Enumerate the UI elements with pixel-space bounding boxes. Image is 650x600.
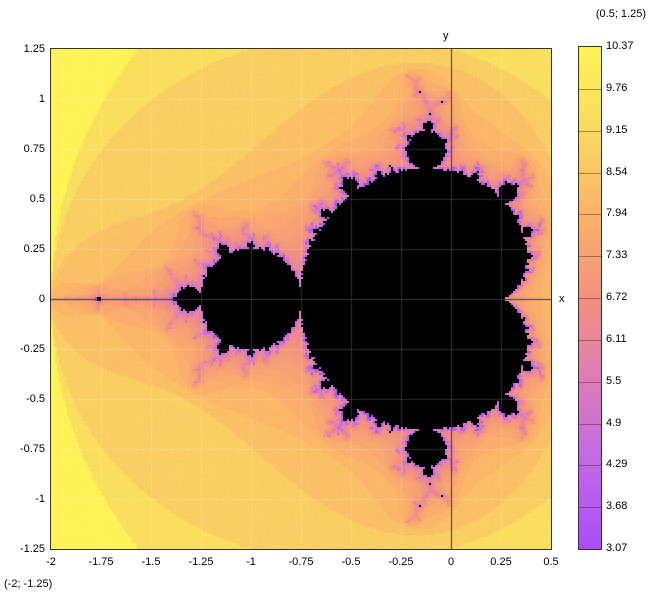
grid-and-axes-overlay bbox=[51, 49, 551, 549]
y-tick-label: 0 bbox=[0, 293, 45, 305]
y-tick-label: 1 bbox=[0, 93, 45, 105]
colorbar-segment-divider bbox=[579, 131, 601, 132]
y-tick-label: -1.25 bbox=[0, 543, 45, 555]
colorbar-segment-divider bbox=[579, 465, 601, 466]
colorbar-tick-label: 5.5 bbox=[606, 375, 621, 387]
y-tick-label: 0.25 bbox=[0, 243, 45, 255]
y-axis-label: y bbox=[443, 30, 449, 42]
colorbar-tick-label: 3.07 bbox=[606, 542, 627, 554]
x-tick-label: 0.5 bbox=[543, 556, 558, 568]
x-tick-label: -0.75 bbox=[288, 556, 313, 568]
x-tick-label: 0 bbox=[448, 556, 454, 568]
colorbar-tick-label: 9.76 bbox=[606, 82, 627, 94]
x-axis-label: x bbox=[559, 293, 565, 305]
colorbar-tick-label: 6.72 bbox=[606, 291, 627, 303]
colorbar-segment-divider bbox=[579, 298, 601, 299]
colorbar-tick-label: 7.33 bbox=[606, 249, 627, 261]
x-tick-label: -1.25 bbox=[188, 556, 213, 568]
colorbar-segment-divider bbox=[579, 89, 601, 90]
corner-coordinate-top-right: (0.5; 1.25) bbox=[596, 8, 646, 20]
y-tick-label: -0.75 bbox=[0, 443, 45, 455]
y-tick-label: -1 bbox=[0, 493, 45, 505]
y-tick-label: 1.25 bbox=[0, 43, 45, 55]
colorbar-tick-label: 4.9 bbox=[606, 417, 621, 429]
x-tick-label: -1.75 bbox=[88, 556, 113, 568]
colorbar-segment-divider bbox=[579, 256, 601, 257]
x-tick-label: -1 bbox=[246, 556, 256, 568]
fractal-viewer-window: { "window": { "background": "#ffffff" },… bbox=[0, 0, 650, 600]
colorbar-tick-label: 6.11 bbox=[606, 333, 627, 345]
x-tick-label: -0.5 bbox=[342, 556, 361, 568]
x-tick-label: -0.25 bbox=[388, 556, 413, 568]
colorbar-segment-divider bbox=[579, 214, 601, 215]
x-tick-label: -2 bbox=[46, 556, 56, 568]
y-tick-label: -0.25 bbox=[0, 343, 45, 355]
colorbar-segment-divider bbox=[579, 507, 601, 508]
colorbar-tick-label: 10.37 bbox=[606, 40, 634, 52]
y-tick-label: 0.75 bbox=[0, 143, 45, 155]
colorbar-tick-label: 4.29 bbox=[606, 458, 627, 470]
colorbar-segment-divider bbox=[579, 173, 601, 174]
colorbar-tick-label: 3.68 bbox=[606, 500, 627, 512]
y-tick-label: -0.5 bbox=[0, 393, 45, 405]
colorbar bbox=[578, 46, 602, 550]
corner-coordinate-bottom-left: (-2; -1.25) bbox=[4, 578, 52, 590]
x-tick-label: 0.25 bbox=[490, 556, 511, 568]
y-tick-label: 0.5 bbox=[0, 193, 45, 205]
colorbar-segment-divider bbox=[579, 424, 601, 425]
x-tick-label: -1.5 bbox=[142, 556, 161, 568]
colorbar-tick-label: 7.94 bbox=[606, 207, 627, 219]
colorbar-segment-divider bbox=[579, 340, 601, 341]
plot-area bbox=[50, 48, 552, 550]
colorbar-tick-label: 9.15 bbox=[606, 124, 627, 136]
colorbar-tick-label: 8.54 bbox=[606, 166, 627, 178]
colorbar-segment-divider bbox=[579, 382, 601, 383]
